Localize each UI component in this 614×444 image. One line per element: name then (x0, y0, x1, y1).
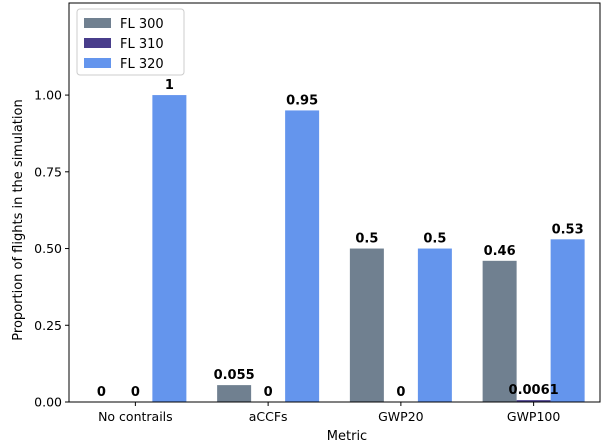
value-label-fl310-0: 0 (131, 385, 140, 400)
value-label-fl300-3: 0.46 (484, 244, 516, 259)
plot-frame (68, 2, 601, 403)
value-label-fl300-1: 0.055 (214, 368, 255, 383)
legend-swatch-2 (84, 58, 111, 68)
y-tick-label-0: 0.00 (34, 395, 62, 410)
bar-fl300-1 (217, 385, 252, 402)
bar-fl320-3 (550, 239, 585, 402)
value-label-fl320-3: 0.53 (552, 222, 584, 237)
bar-fl320-1 (285, 110, 320, 402)
legend-label-1: FL 310 (120, 37, 164, 52)
value-label-fl310-1: 0 (264, 385, 273, 400)
x-tick-label-3: GWP100 (507, 409, 560, 424)
y-tick-label-1: 0.25 (34, 318, 62, 333)
x-axis-label: Metric (327, 429, 367, 444)
bar-fl320-2 (417, 248, 452, 402)
value-label-fl320-2: 0.5 (423, 232, 446, 247)
bar-fl300-2 (349, 248, 384, 402)
value-label-fl320-1: 0.95 (286, 93, 318, 108)
legend-label-2: FL 320 (120, 57, 164, 72)
legend-swatch-0 (84, 18, 111, 28)
x-tick-label-0: No contrails (98, 409, 173, 424)
bars-layer (152, 95, 585, 403)
legend: FL 300 FL 310 FL 320 (76, 8, 185, 76)
value-label-fl310-3: 0.0061 (509, 383, 559, 398)
value-label-fl310-2: 0 (396, 385, 405, 400)
legend-swatch-1 (84, 38, 111, 48)
y-axis-label: Proportion of flights in the simulation (11, 99, 26, 340)
value-label-fl300-2: 0.5 (355, 232, 378, 247)
bar-fl310-3 (516, 400, 551, 402)
value-labels-layer: 0 0 1 0.055 0 0.95 0.5 0 0.5 0.46 0.0061 0.53 (97, 78, 584, 400)
y-tick-label-2: 0.50 (34, 241, 62, 256)
bar-fl300-3 (482, 260, 517, 402)
y-tick-label-3: 0.75 (34, 164, 62, 179)
axes-layer: No contrails aCCFs GWP20 GWP1000.000.250.50… (34, 2, 601, 424)
bar-fl320-0 (152, 95, 187, 403)
x-tick-label-1: aCCFs (249, 409, 288, 424)
y-tick-label-4: 1.00 (34, 88, 62, 103)
x-tick-label-2: GWP20 (378, 409, 424, 424)
value-label-fl300-0: 0 (97, 385, 106, 400)
legend-label-0: FL 300 (120, 17, 164, 32)
value-label-fl320-0: 1 (165, 78, 174, 93)
